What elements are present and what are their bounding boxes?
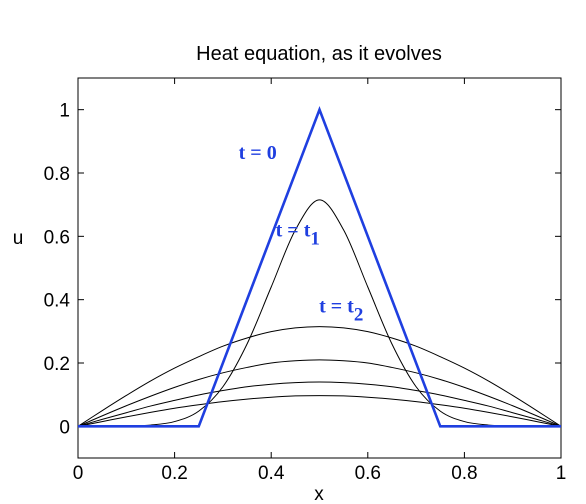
y-tick-label: 0.2: [44, 354, 70, 375]
y-axis: 0 0.2 0.4 0.6 0.8 1: [44, 101, 561, 438]
chart-title: Heat equation, as it evolves: [196, 43, 442, 65]
x-tick-label: 1: [556, 463, 567, 484]
series-line-heat-curve: [77, 359, 562, 427]
y-tick-label: 0.4: [44, 291, 71, 312]
x-tick-label: 0.2: [161, 463, 187, 484]
x-tick-label: 0: [73, 463, 84, 484]
annotation-label: t = t1: [276, 219, 320, 249]
annotation-label: t = 0: [239, 142, 277, 164]
series-layer: [77, 106, 562, 428]
annotation-layer: t = 0 t = t1 t = t2: [239, 142, 364, 326]
x-axis-label: x: [314, 484, 324, 504]
series-line-heat-curve: [77, 381, 562, 427]
x-tick-label: 0.8: [451, 463, 477, 484]
y-tick-label: 0.8: [44, 164, 70, 185]
y-tick-label: 0: [59, 417, 70, 438]
series-line-heat-curve: [77, 326, 562, 427]
series-line-heat-curve: [77, 199, 562, 427]
annotation-label: t = t2: [319, 295, 363, 325]
y-tick-label: 0.6: [44, 227, 70, 248]
series-line-initial: [78, 106, 561, 428]
x-tick-label: 0.6: [355, 463, 381, 484]
series-line-heat-curve: [77, 395, 562, 427]
y-axis-label: u: [13, 228, 24, 249]
plot-area: [77, 77, 562, 459]
y-tick-label: 1: [59, 101, 70, 122]
x-axis: 0 0.2 0.4 0.6 0.8 1: [73, 78, 567, 484]
x-tick-label: 0.4: [258, 463, 285, 484]
